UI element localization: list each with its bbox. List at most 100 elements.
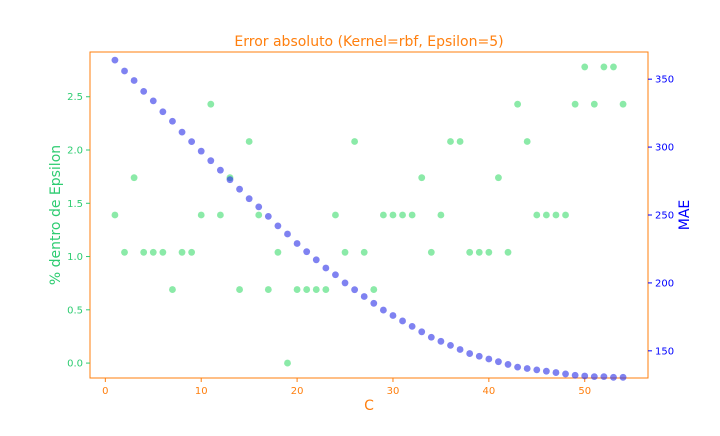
mae-point [178,128,186,136]
pct-point [236,286,243,293]
pct-point [447,138,454,145]
pct-point [274,248,282,256]
mae-point [600,373,608,381]
pct-point [303,286,311,293]
y-left-tick-label: 1.0 [67,252,83,263]
pct-point [456,138,464,145]
mae-point [111,56,119,64]
mae-point [312,256,320,264]
pct-point [590,100,598,108]
mae-point [466,350,474,357]
mae-point [610,373,617,381]
pct-point [188,248,196,256]
pct-point [485,248,493,256]
pct-point [552,211,560,219]
y-left-axis: 0.0 0.5 1.0 1.5 2.0 2.5 [67,92,90,370]
mae-point [216,166,224,174]
mae-point [121,67,128,75]
pct-point [379,211,387,219]
mae-point [149,97,157,105]
mae-point [197,147,205,155]
y-left-axis-label: % dentro de Epsilon [48,145,64,285]
mae-point [332,271,339,279]
pct-point [130,174,138,182]
mae-point [360,293,368,300]
y-left-tick-label: 0.5 [67,305,83,316]
x-tick-label: 10 [195,386,208,397]
series-mae [111,56,627,381]
mae-point [562,370,569,378]
y-left-tick-label: 2.5 [67,92,83,103]
x-tick-label: 40 [482,386,495,397]
y-right-tick-label: 250 [655,211,674,222]
mae-point [293,240,301,247]
pct-point [437,211,445,219]
pct-point [514,100,522,108]
y-right-tick-label: 200 [655,278,674,289]
mae-point [159,108,167,116]
pct-point [571,100,579,108]
mae-point [504,361,512,368]
mae-point [207,157,215,165]
mae-point [226,176,234,184]
pct-point [466,248,474,256]
y-right-tick-label: 350 [655,75,674,86]
pct-point [399,211,406,219]
pct-point [140,248,148,256]
mae-point [581,372,589,380]
pct-point [293,286,301,293]
pct-point [178,248,186,256]
mae-point [341,279,349,287]
pct-point [600,63,608,71]
mae-point [245,195,253,203]
mae-point [418,328,426,336]
mae-point [485,355,493,363]
mae-point [169,117,176,125]
y-right-axis: 150 200 250 300 350 [648,75,674,357]
mae-point [322,264,330,272]
pct-point [245,138,253,145]
pct-point [264,286,272,293]
pct-point [475,248,483,256]
mae-point [264,212,272,220]
mae-point [351,286,359,294]
pct-point [619,100,627,108]
mae-point [475,352,483,360]
pct-point [542,211,550,219]
pct-point [351,138,359,145]
pct-point [418,174,426,182]
mae-point [514,363,522,371]
pct-point [389,211,397,219]
series-pct-within-epsilon [111,63,627,367]
x-tick-label: 50 [578,386,591,397]
mae-point [236,185,243,193]
pct-point [169,286,176,293]
mae-point [523,365,531,372]
pct-point [581,63,589,71]
mae-point [408,322,416,330]
pct-point [284,359,291,367]
pct-point [207,100,215,108]
mae-point [389,312,397,319]
pct-point [562,211,569,219]
mae-point [542,367,550,375]
x-tick-label: 30 [387,386,400,397]
pct-point [360,248,368,256]
mae-point [456,346,464,353]
pct-point [495,174,502,182]
mae-point [303,248,311,256]
pct-point [121,248,128,256]
y-left-tick-label: 2.0 [67,146,83,157]
mae-point [533,366,541,374]
chart-title: Error absoluto (Kernel=rbf, Epsilon=5) [234,34,503,50]
mae-point [255,203,263,211]
mae-point [399,317,406,325]
pct-point [341,248,349,256]
x-tick-label: 20 [291,386,304,397]
x-axis-label: C [364,398,374,414]
mae-point [619,373,627,381]
pct-point [322,286,330,293]
mae-point [552,369,560,376]
pct-point [610,63,617,71]
